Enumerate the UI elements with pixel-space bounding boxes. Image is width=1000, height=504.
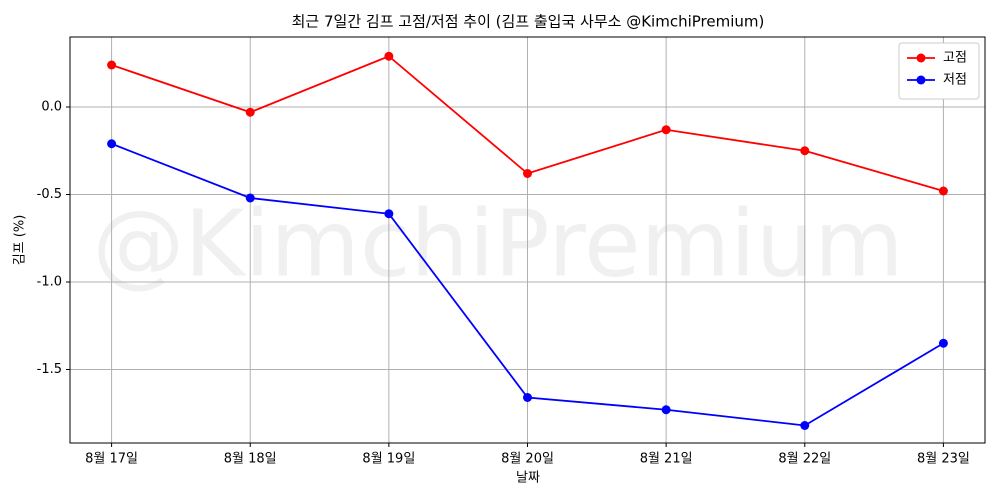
point xyxy=(245,107,255,117)
point xyxy=(800,146,810,156)
y-tick-label: -0.5 xyxy=(37,187,62,202)
point xyxy=(938,338,948,348)
point xyxy=(523,393,532,402)
point xyxy=(384,209,394,219)
point xyxy=(107,60,117,70)
legend-label: 고점 xyxy=(943,51,967,66)
x-tick-label: 8월 20일 xyxy=(501,452,554,467)
x-tick-label: 8월 19일 xyxy=(362,452,415,467)
point xyxy=(661,405,671,415)
point xyxy=(523,169,532,178)
point xyxy=(800,421,810,430)
legend-marker xyxy=(916,75,926,85)
legend-marker xyxy=(916,53,926,63)
point xyxy=(661,125,671,135)
point xyxy=(384,51,394,61)
plot-frame xyxy=(69,36,986,444)
x-tick-label: 8월 21일 xyxy=(640,452,693,467)
point xyxy=(938,186,948,196)
y-tick-label: 0.0 xyxy=(41,100,62,115)
x-tick-label: 8월 17일 xyxy=(85,452,138,467)
x-tick-label: 8월 22일 xyxy=(778,452,831,467)
point xyxy=(245,193,255,203)
legend-box xyxy=(898,42,980,100)
y-tick-label: -1.5 xyxy=(37,362,62,377)
x-tick-label: 8월 18일 xyxy=(224,452,277,467)
x-axis-label: 날짜 xyxy=(516,471,540,486)
point xyxy=(107,139,117,149)
watermark: @KimchiPremium xyxy=(92,190,903,297)
legend-label: 저점 xyxy=(943,73,967,88)
chart-title: 최근 7일간 김프 고점/저점 추이 (김프 출입국 사무소 @KimchiPr… xyxy=(292,13,765,31)
y-axis-label: 김프 (%) xyxy=(13,215,28,266)
x-tick-label: 8월 23일 xyxy=(917,452,970,467)
y-tick-label: -1.0 xyxy=(37,275,62,290)
